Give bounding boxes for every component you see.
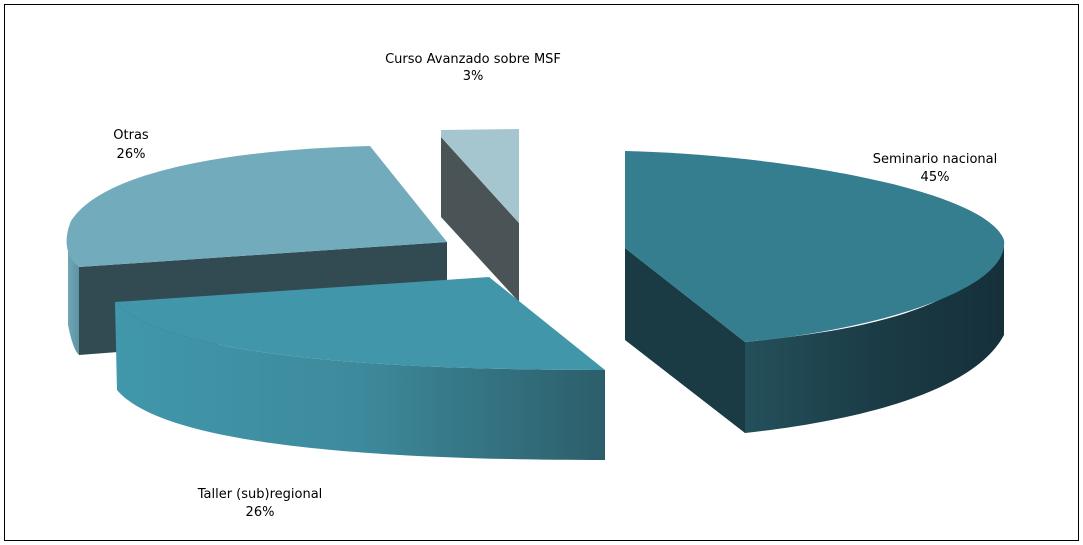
slice-curso-top bbox=[441, 129, 519, 223]
slice-curso-cut-face bbox=[441, 137, 519, 302]
slice-taller-top bbox=[115, 277, 605, 370]
label-curso-name: Curso Avanzado sobre MSF bbox=[385, 52, 561, 67]
label-otras-pct: 26% bbox=[117, 147, 146, 162]
label-seminario-name: Seminario nacional bbox=[873, 152, 998, 167]
slice-seminario-cut-face bbox=[625, 248, 745, 433]
pie-chart: Curso Avanzado sobre MSF 3% Otras 26% Se… bbox=[66, 52, 1005, 520]
slice-otras-outer-side bbox=[68, 240, 79, 355]
chart-frame: Curso Avanzado sobre MSF 3% Otras 26% Se… bbox=[4, 4, 1079, 541]
slice-otras-top bbox=[66, 146, 448, 267]
slice-seminario-top bbox=[625, 151, 1005, 342]
label-otras-name: Otras bbox=[113, 128, 149, 143]
label-taller-pct: 26% bbox=[246, 505, 275, 520]
slice-seminario-outer-side bbox=[745, 245, 1004, 433]
label-taller-name: Taller (sub)regional bbox=[197, 487, 323, 502]
label-curso-pct: 3% bbox=[463, 69, 484, 84]
label-seminario-pct: 45% bbox=[921, 170, 950, 185]
slice-taller-outer-side bbox=[115, 302, 605, 460]
